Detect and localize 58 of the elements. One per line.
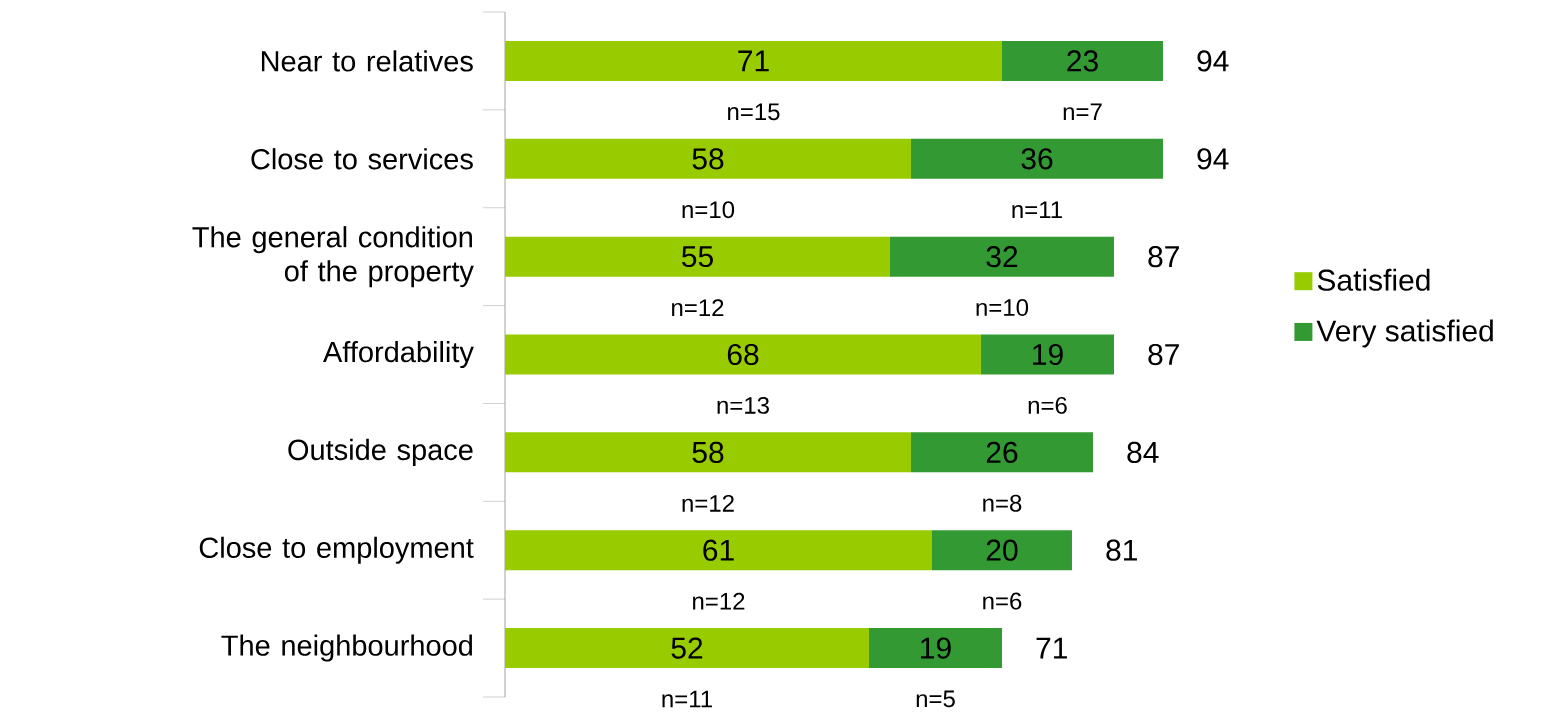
bar [505,138,911,179]
total-label: 81 [1106,539,1137,561]
bar [505,628,869,669]
bar [505,334,981,375]
y-tick-label: Close to services [251,148,473,170]
bar [505,40,1002,81]
data-label: 32 [986,246,1018,268]
bar [1001,40,1163,81]
annotation: n=11 [1012,201,1062,218]
annotation: n=11 [662,690,712,708]
y-tick-label: Near to relatives [261,50,473,72]
bar [505,236,890,277]
annotation: n=6 [1028,396,1067,414]
total-label: 94 [1197,148,1229,170]
data-label: 23 [1067,50,1098,72]
data-label: 52 [671,637,703,659]
annotation: n=10 [976,299,1029,317]
annotation: n=8 [983,494,1022,512]
total-label: 87 [1148,246,1179,268]
total-label: 94 [1197,50,1229,72]
data-label: 58 [692,441,724,463]
annotation: n=12 [672,299,724,316]
total-label: 84 [1127,441,1159,463]
bar [505,530,932,571]
data-label: 19 [1033,343,1063,366]
bar [868,628,1002,669]
annotation: n=10 [682,201,735,219]
bar [931,530,1072,571]
annotation: n=5 [916,690,955,708]
data-label: 68 [727,343,759,366]
y-tick-label: The general condition of the property [192,226,474,288]
bar [910,138,1163,179]
y-tick-label: Close to employment [199,536,474,564]
annotation: n=12 [693,592,745,610]
data-label: 55 [682,246,713,268]
bar [910,432,1093,473]
data-label: 58 [692,148,724,170]
data-label: 36 [1021,148,1053,170]
data-label: 19 [921,637,951,659]
data-label: 61 [703,539,734,561]
bar [980,334,1114,375]
bar [889,236,1114,277]
annotation: n=12 [682,494,734,512]
total-label: 87 [1148,343,1179,366]
data-label: 26 [986,441,1018,463]
total-label: 71 [1036,637,1067,659]
data-label: 71 [738,50,769,72]
annotation: n=7 [1063,103,1102,121]
y-tick-label: The neighbourhood [221,634,473,662]
annotation: n=6 [983,592,1022,610]
legend-label: Satisfied [1317,268,1430,291]
y-tick-label: Affordability [323,341,474,369]
y-tick-label: Outside space [288,438,473,466]
annotation: n=13 [717,396,769,414]
data-label: 20 [986,539,1018,561]
legend-label: Very satisfied [1316,319,1493,348]
bar [505,432,911,473]
annotation: n=15 [728,103,780,121]
